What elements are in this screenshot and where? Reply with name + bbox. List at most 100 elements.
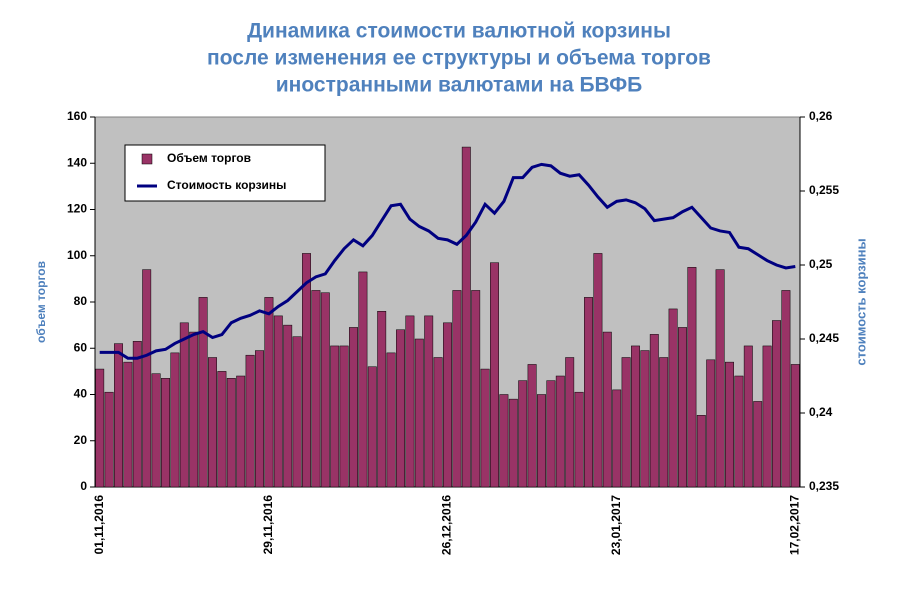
bar bbox=[189, 331, 199, 488]
bar bbox=[565, 357, 575, 488]
bar bbox=[170, 352, 180, 488]
bar bbox=[499, 394, 509, 488]
bar bbox=[217, 371, 227, 488]
y-tick-label: 60 bbox=[74, 340, 88, 354]
bar bbox=[508, 398, 518, 488]
legend-swatch bbox=[141, 153, 153, 165]
bar bbox=[725, 361, 734, 488]
bar bbox=[226, 378, 236, 488]
bar bbox=[311, 290, 321, 488]
bar bbox=[339, 345, 349, 488]
bar bbox=[151, 373, 161, 488]
x-tick-label: 17,02,2017 bbox=[787, 495, 801, 555]
bar bbox=[104, 391, 114, 488]
bar bbox=[320, 292, 330, 488]
legend-label: Стоимость корзины bbox=[167, 178, 286, 192]
legend bbox=[124, 144, 326, 202]
legend-label: Объем торгов bbox=[167, 151, 251, 165]
bar bbox=[414, 338, 424, 488]
bar bbox=[330, 345, 340, 488]
bar bbox=[537, 394, 546, 488]
bar bbox=[593, 253, 603, 488]
bar bbox=[386, 352, 396, 488]
bar bbox=[405, 315, 415, 488]
bar bbox=[659, 357, 669, 488]
y2-tick-label: 0,25 bbox=[809, 257, 833, 271]
bar bbox=[734, 375, 744, 488]
bar bbox=[377, 311, 387, 488]
bar bbox=[602, 331, 612, 488]
bar bbox=[358, 271, 368, 488]
bar bbox=[123, 361, 133, 488]
bar bbox=[198, 297, 208, 488]
bar bbox=[480, 368, 490, 488]
bar bbox=[546, 380, 556, 488]
bar bbox=[367, 366, 377, 488]
x-tick-label: 23,01,2017 bbox=[609, 495, 623, 555]
y-tick-label: 120 bbox=[67, 202, 87, 216]
y-axis-label: объем торгов bbox=[34, 261, 48, 343]
y-tick-label: 0 bbox=[80, 479, 87, 493]
bar bbox=[790, 364, 800, 488]
bar bbox=[255, 350, 264, 488]
bar bbox=[696, 415, 706, 488]
bar bbox=[762, 345, 772, 488]
chart-title: иностранными валютами на БВФБ bbox=[276, 74, 642, 97]
bar bbox=[283, 324, 293, 488]
y-tick-label: 100 bbox=[67, 248, 87, 262]
y-tick-label: 20 bbox=[74, 433, 88, 447]
bar bbox=[349, 327, 358, 488]
y-tick-label: 80 bbox=[74, 294, 88, 308]
bar bbox=[273, 315, 283, 488]
y-tick-label: 40 bbox=[74, 387, 88, 401]
bar bbox=[433, 357, 443, 488]
bar bbox=[292, 336, 302, 488]
y-tick-label: 160 bbox=[67, 109, 87, 123]
bar bbox=[715, 269, 725, 488]
bar bbox=[649, 334, 659, 488]
bar bbox=[424, 315, 434, 488]
chart-title: Динамика стоимости валютной корзины bbox=[247, 20, 671, 43]
y2-tick-label: 0,235 bbox=[809, 479, 839, 493]
bar bbox=[527, 364, 537, 488]
bar bbox=[179, 322, 189, 488]
x-tick-label: 29,11,2016 bbox=[261, 495, 275, 555]
chart-title: после изменения ее структуры и объема то… bbox=[207, 47, 711, 70]
y2-tick-label: 0,24 bbox=[809, 405, 833, 419]
bar bbox=[161, 378, 170, 488]
bar bbox=[687, 267, 697, 488]
x-tick-label: 01,11,2016 bbox=[92, 495, 106, 555]
bar bbox=[678, 327, 687, 488]
x-tick-label: 26,12,2016 bbox=[440, 495, 454, 555]
bar bbox=[142, 269, 152, 488]
bar bbox=[132, 341, 142, 488]
bar bbox=[781, 290, 791, 488]
bar bbox=[264, 297, 274, 488]
bar bbox=[668, 308, 678, 488]
bar bbox=[452, 290, 462, 488]
bar bbox=[640, 350, 650, 488]
bar bbox=[114, 343, 123, 488]
bar bbox=[208, 357, 217, 488]
bar bbox=[95, 368, 105, 488]
bar bbox=[443, 322, 452, 488]
bar bbox=[574, 391, 584, 488]
bar bbox=[302, 253, 311, 488]
bar bbox=[236, 375, 246, 488]
bar bbox=[461, 146, 471, 488]
y2-tick-label: 0,245 bbox=[809, 331, 839, 345]
y2-tick-label: 0,26 bbox=[809, 109, 833, 123]
y2-axis-label: стоимость корзины bbox=[853, 238, 868, 365]
bar bbox=[753, 401, 763, 488]
bar bbox=[772, 320, 781, 488]
bar bbox=[706, 359, 716, 488]
bar bbox=[631, 345, 640, 488]
bar bbox=[396, 329, 405, 488]
bar bbox=[471, 290, 481, 488]
line bbox=[99, 162, 796, 360]
bar bbox=[490, 262, 499, 488]
bar bbox=[245, 354, 255, 488]
bar bbox=[621, 357, 631, 488]
y-tick-label: 140 bbox=[67, 155, 87, 169]
